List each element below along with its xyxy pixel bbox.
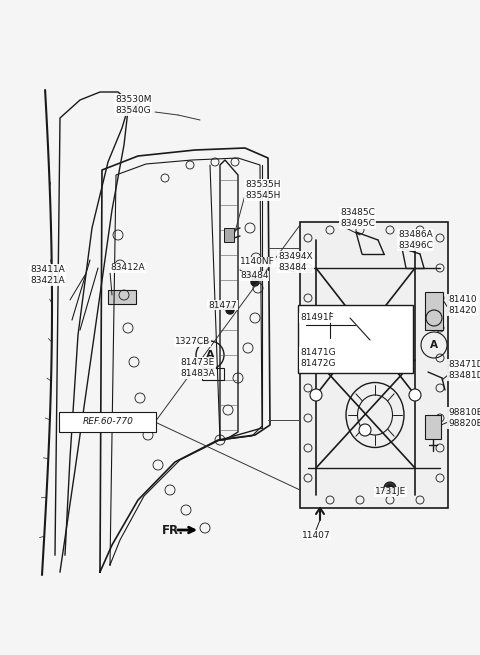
Bar xyxy=(425,292,443,330)
Circle shape xyxy=(387,485,393,491)
Circle shape xyxy=(409,389,421,401)
Text: 1731JE: 1731JE xyxy=(375,487,406,496)
Bar xyxy=(425,415,441,439)
Text: 98810B
98820B: 98810B 98820B xyxy=(448,408,480,428)
Text: 81410
81420: 81410 81420 xyxy=(448,295,477,314)
Text: 1327CB: 1327CB xyxy=(175,337,210,346)
Circle shape xyxy=(226,306,234,314)
Text: 81473E
81483A: 81473E 81483A xyxy=(180,358,215,378)
Text: 1140NF: 1140NF xyxy=(240,257,275,267)
Text: 83494X
83484: 83494X 83484 xyxy=(278,252,312,272)
Text: 83412A: 83412A xyxy=(110,263,144,272)
Bar xyxy=(300,222,448,508)
Text: 83485C
83495C: 83485C 83495C xyxy=(340,208,375,228)
Text: 83486A
83496C: 83486A 83496C xyxy=(398,231,433,250)
Circle shape xyxy=(359,424,371,436)
Text: A: A xyxy=(430,340,438,350)
Circle shape xyxy=(384,482,396,494)
Circle shape xyxy=(310,389,322,401)
Text: 81491F: 81491F xyxy=(300,314,334,322)
Text: 81471G
81472G: 81471G 81472G xyxy=(300,348,336,367)
Circle shape xyxy=(251,278,259,286)
Text: 81477: 81477 xyxy=(208,301,237,310)
Text: FR.: FR. xyxy=(162,523,184,536)
Circle shape xyxy=(359,324,371,336)
Bar xyxy=(108,290,136,304)
Text: A: A xyxy=(206,350,214,360)
Text: 83471D
83481D: 83471D 83481D xyxy=(448,360,480,380)
Text: 83530M
83540G: 83530M 83540G xyxy=(115,95,152,115)
Text: REF.60-770: REF.60-770 xyxy=(83,417,133,426)
Text: 83411A
83421A: 83411A 83421A xyxy=(30,265,65,285)
Bar xyxy=(224,228,234,242)
Text: 11407: 11407 xyxy=(302,531,330,540)
Bar xyxy=(202,368,224,380)
Text: 83484: 83484 xyxy=(240,272,268,280)
FancyBboxPatch shape xyxy=(59,412,156,432)
Bar xyxy=(298,305,413,373)
Text: 83535H
83545H: 83535H 83545H xyxy=(245,180,280,200)
